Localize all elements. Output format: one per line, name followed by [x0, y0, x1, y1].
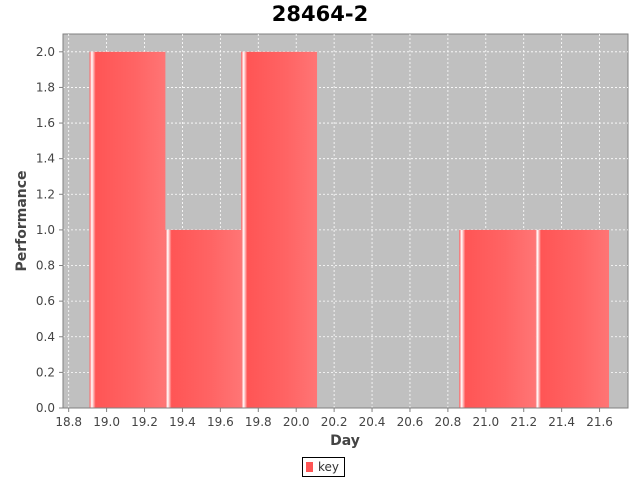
legend: key — [302, 457, 346, 477]
x-tick-label: 19.0 — [93, 415, 120, 429]
y-axis: 0.0 0.2 0.4 0.6 0.8 1.0 1.2 1.4 1.6 1.8 2.0 — [36, 34, 64, 415]
bar — [459, 229, 536, 408]
y-tick-label: 1.2 — [36, 187, 55, 201]
y-tick-label: 1.0 — [36, 223, 55, 237]
bar — [165, 229, 242, 408]
x-tick-label: 19.4 — [169, 415, 196, 429]
bar — [89, 51, 166, 409]
chart-title: 28464-2 — [271, 2, 369, 26]
x-tick-label: 20.8 — [435, 415, 462, 429]
bar-series — [89, 51, 610, 409]
legend-label: key — [318, 460, 340, 474]
x-tick-label: 20.6 — [397, 415, 424, 429]
y-tick-label: 1.8 — [36, 80, 55, 94]
x-tick-label: 21.4 — [548, 415, 575, 429]
bar — [535, 229, 610, 408]
y-tick-label: 0.2 — [36, 365, 55, 379]
bar — [241, 51, 318, 409]
legend-swatch — [306, 462, 313, 472]
y-tick-label: 1.4 — [36, 152, 55, 166]
x-axis-label: Day — [330, 433, 360, 449]
x-tick-label: 19.2 — [131, 415, 158, 429]
y-tick-label: 1.6 — [36, 116, 55, 130]
y-tick-label: 0.6 — [36, 294, 55, 308]
x-tick-label: 21.2 — [510, 415, 537, 429]
y-tick-label: 0.0 — [36, 401, 55, 415]
x-axis: 18.8 19.0 19.2 19.4 19.6 19.8 20.0 20.2 20.4 20.6… — [55, 407, 628, 429]
y-tick-label: 0.4 — [36, 330, 55, 344]
y-tick-label: 0.8 — [36, 259, 55, 273]
x-tick-label: 20.2 — [321, 415, 348, 429]
x-tick-label: 19.6 — [207, 415, 234, 429]
x-tick-label: 20.0 — [283, 415, 310, 429]
x-tick-label: 19.8 — [245, 415, 272, 429]
y-tick-label: 2.0 — [36, 45, 55, 59]
x-tick-label: 21.6 — [586, 415, 613, 429]
x-tick-label: 20.4 — [359, 415, 386, 429]
y-axis-label: Performance — [14, 170, 30, 271]
x-tick-label: 18.8 — [55, 415, 82, 429]
x-tick-label: 21.0 — [472, 415, 499, 429]
